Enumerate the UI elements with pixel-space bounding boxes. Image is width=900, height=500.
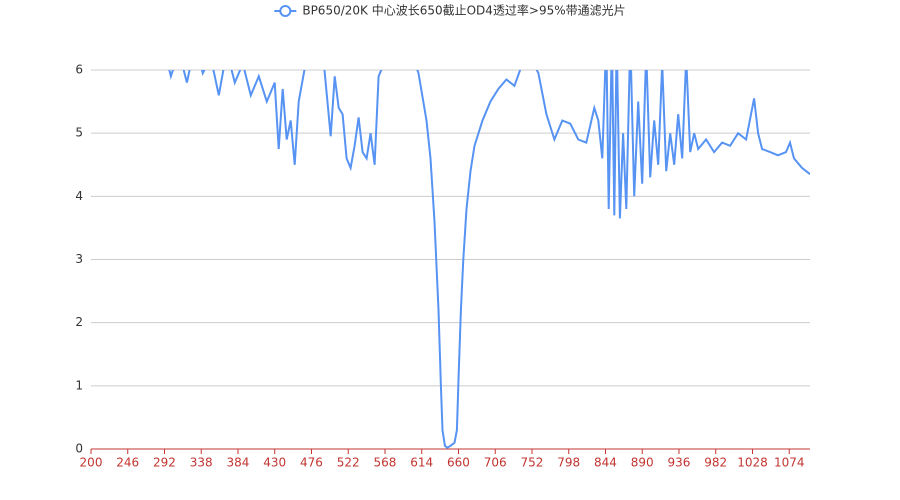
legend[interactable]: BP650/20K 中心波长650截止OD4透过率>95%带通滤光片 [274,3,626,18]
y-tick-label: 6 [75,63,83,77]
x-tick-label: 200 [80,456,103,470]
x-tick-label: 1074 [774,456,805,470]
x-tick-label: 338 [190,456,213,470]
legend-label: BP650/20K 中心波长650截止OD4透过率>95%带通滤光片 [302,3,625,18]
x-tick-label: 384 [227,456,250,470]
x-tick-label: 614 [410,456,433,470]
x-tick-label: 982 [704,456,727,470]
x-tick-label: 476 [300,456,323,470]
y-tick-label: 4 [75,189,83,203]
y-tick-label: 1 [75,378,83,392]
line-series [168,70,810,449]
x-tick-label: 844 [594,456,617,470]
y-tick-label: 2 [75,315,83,329]
x-tick-label: 660 [447,456,470,470]
x-tick-label: 568 [374,456,397,470]
x-tick-label: 798 [557,456,580,470]
x-tick-label: 246 [116,456,139,470]
y-tick-label: 3 [75,252,83,266]
x-tick-label: 752 [521,456,544,470]
x-tick-label: 890 [631,456,654,470]
x-tick-label: 936 [668,456,691,470]
x-tick-label: 1028 [737,456,768,470]
y-tick-label: 0 [75,442,83,456]
x-tick-label: 522 [337,456,360,470]
y-tick-label: 5 [75,126,83,140]
legend-symbol [279,5,292,17]
x-tick-label: 430 [263,456,286,470]
x-tick-label: 292 [153,456,176,470]
x-tick-label: 706 [484,456,507,470]
